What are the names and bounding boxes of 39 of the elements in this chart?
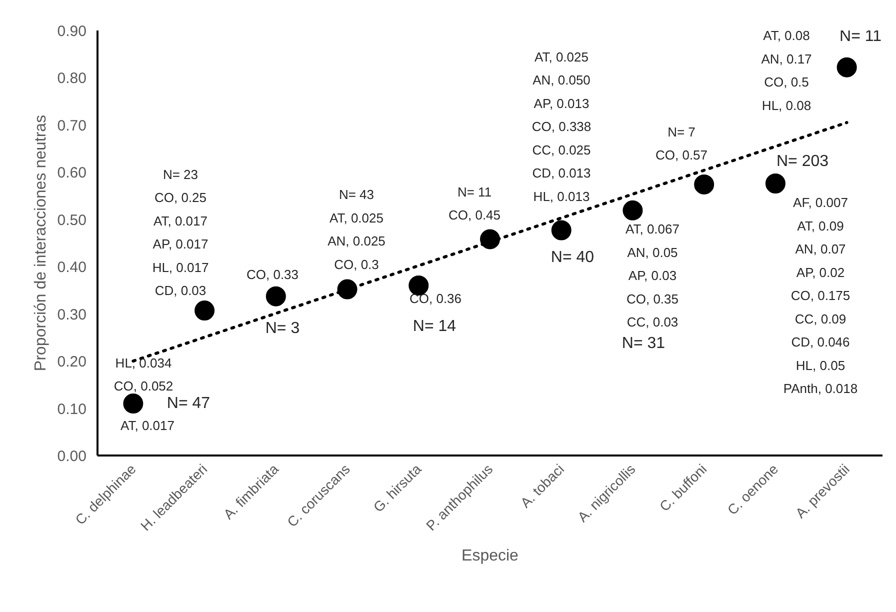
annotation: AT, 0.067 AN, 0.05 AP, 0.03 CO, 0.35 CC, 0.03 — [626, 222, 680, 330]
point — [551, 220, 572, 240]
annotation: AT, 0.025 AN, 0.050 AP, 0.013 CO, 0.338 CC, 0.025 CD, 0.013 HL, 0.013 — [532, 49, 592, 204]
y-tick-label: 0.10 — [57, 400, 87, 418]
annotation: HL, 0.034 CO, 0.052 — [114, 355, 174, 394]
y-tick-label: 0.70 — [57, 117, 87, 134]
annotation: AT, 0.08 AN, 0.17 CO, 0.5 HL, 0.08 — [761, 28, 812, 113]
annotation: N= 43 AT, 0.025 AN, 0.025 CO, 0.3 — [328, 187, 386, 272]
annotation: N= 14 — [412, 318, 456, 335]
point — [836, 57, 857, 78]
y-tick-label: 0.90 — [57, 23, 87, 40]
y-tick-label: 0.20 — [57, 354, 87, 371]
annotation: CO, 0.36 — [409, 291, 462, 306]
point — [622, 200, 643, 220]
y-tick-label: 0.30 — [57, 306, 87, 324]
y-tick-label: 0.40 — [57, 259, 87, 276]
point — [765, 174, 786, 194]
x-axis-title: Especie — [462, 547, 519, 564]
annotation: AT, 0.017 — [120, 418, 174, 433]
annotation: N= 40 — [550, 249, 594, 266]
annotation: N= 203 — [776, 153, 829, 170]
point — [123, 394, 144, 414]
annotation: N= 7 CO, 0.57 — [655, 124, 708, 163]
point — [194, 300, 215, 321]
annotation: N= 31 — [622, 335, 666, 352]
annotation: N= 47 — [166, 395, 210, 412]
y-tick-label: 0.60 — [57, 164, 87, 182]
point — [266, 286, 286, 306]
annotation: N= 23 CO, 0.25 AT, 0.017 AP, 0.017 HL, 0.017 CD, 0.03 — [152, 166, 209, 298]
y-tick-label: 0.80 — [57, 70, 87, 88]
annotation: N= 11 CO, 0.45 — [448, 184, 501, 223]
y-axis-title: Proporción de interacciones neutras — [32, 114, 50, 372]
annotation: N= 3 — [265, 320, 300, 337]
text: AF, 0.007 AT, 0.09 AN, 0.07 AP, 0.02 CO, 0.175 CC, 0.09 CD, 0.046 HL, 0.05 PAnth, 0.018 — [783, 195, 858, 396]
y-tick-label: 0.00 — [57, 448, 87, 465]
point — [408, 276, 429, 296]
annotation: CO, 0.33 — [246, 267, 299, 282]
point — [694, 174, 714, 194]
y-tick-label: 0.50 — [57, 212, 87, 229]
